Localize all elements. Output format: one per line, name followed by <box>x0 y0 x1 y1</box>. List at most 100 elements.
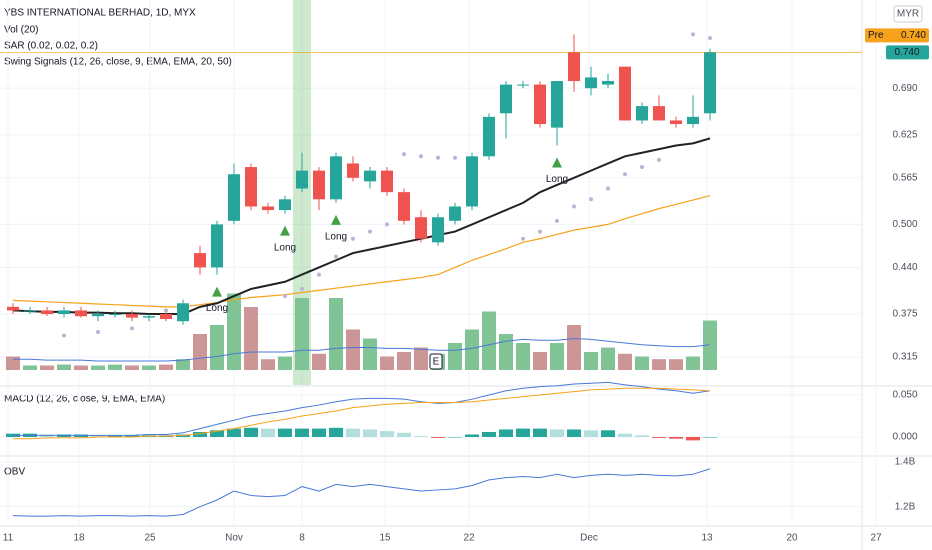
macd-histogram-bar <box>278 428 292 438</box>
y-tick-label: 0.315 <box>892 352 917 363</box>
signal-highlight <box>293 0 311 385</box>
volume-bar <box>567 325 581 370</box>
earnings-box <box>429 353 443 370</box>
sar-dot <box>691 32 695 37</box>
candle-body <box>568 52 580 82</box>
signal-label: Long <box>206 303 228 314</box>
sar-dot <box>623 172 627 177</box>
macd-histogram-bar <box>261 428 275 438</box>
volume-bar <box>74 365 88 370</box>
sar-dot <box>164 308 168 313</box>
volume-bar <box>159 364 173 370</box>
candle-body <box>551 81 563 128</box>
volume-bar <box>329 298 343 370</box>
volume-bar <box>414 347 428 370</box>
earnings-label: E <box>433 357 440 368</box>
ema-fast <box>12 137 711 316</box>
pre-badge <box>865 28 929 43</box>
candle-body <box>41 310 53 315</box>
signal-label: Long <box>274 242 296 253</box>
candle-body <box>704 52 716 114</box>
chart-title: YBS INTERNATIONAL BERHAD, 1D, MYX <box>4 8 196 19</box>
sar-dot <box>436 155 440 160</box>
candle-body <box>160 314 172 320</box>
sar-dot <box>589 197 593 202</box>
volume-bar <box>601 347 615 370</box>
macd-title: MACD (12, 26, close, 9, EMA, EMA) <box>4 394 165 405</box>
currency[interactable]: MYR <box>897 9 919 20</box>
y-tick-label: 0.625 <box>892 129 917 140</box>
candle-body <box>245 167 257 207</box>
macd-line <box>13 381 711 436</box>
candle-body <box>330 156 342 200</box>
candle-body <box>517 84 529 86</box>
indicator-label: Swing Signals (12, 26, close, 9, EMA, EM… <box>4 57 232 68</box>
x-tick-label: 11 <box>3 533 14 544</box>
pre-label: Pre <box>868 30 884 41</box>
candle-body <box>466 156 478 207</box>
candle-body <box>262 206 274 211</box>
sar-dot <box>334 254 338 259</box>
volume-bar <box>278 356 292 370</box>
macd-histogram-bar <box>329 427 343 438</box>
volume-bar <box>499 334 513 370</box>
candle-body <box>653 106 665 121</box>
signal-arrow <box>552 157 562 168</box>
macd-histogram-bar <box>125 435 139 438</box>
currency-box[interactable] <box>893 5 923 23</box>
volume-bar <box>686 356 700 370</box>
sar-dot <box>606 186 610 191</box>
macd-histogram-bar <box>295 428 309 438</box>
sar-dot <box>640 165 644 170</box>
sar-dot <box>538 229 542 234</box>
x-tick-label: 8 <box>299 533 305 544</box>
candle-body <box>177 303 189 322</box>
volume-bar <box>312 353 326 370</box>
macd-histogram-bar <box>431 437 445 438</box>
x-tick-label: 20 <box>786 533 798 544</box>
sar-dot <box>555 218 559 223</box>
candle-body <box>398 192 410 221</box>
candle-body <box>228 174 240 221</box>
y-tick-label: 0.565 <box>892 172 917 183</box>
sar-dot <box>453 155 457 160</box>
candle-body <box>534 84 546 125</box>
macd-histogram-bar <box>465 434 479 438</box>
obv-tick-label: 1.4B <box>895 457 916 468</box>
sar-dot <box>657 157 661 162</box>
macd-histogram-bar <box>601 430 615 438</box>
macd-histogram-bar <box>567 429 581 438</box>
volume-bar <box>6 356 20 370</box>
volume-bar <box>533 352 547 370</box>
candle-body <box>211 224 223 268</box>
volume-bar <box>380 356 394 370</box>
volume-bar <box>23 365 37 370</box>
candle-body <box>75 310 87 317</box>
volume-bar <box>108 364 122 370</box>
volume-bar <box>363 338 377 370</box>
macd-tick-label: 0.000 <box>892 432 917 443</box>
sar-dot <box>130 326 134 331</box>
obv-line <box>12 468 711 517</box>
sar-dot <box>385 222 389 227</box>
macd-histogram-bar <box>227 428 241 438</box>
volume-bar <box>448 343 462 370</box>
sar-dot <box>283 294 287 299</box>
macd-histogram-bar <box>193 431 207 438</box>
candle-body <box>415 217 427 239</box>
macd-histogram-bar <box>635 435 649 438</box>
candle-body <box>143 316 155 318</box>
macd-histogram-bar <box>397 432 411 438</box>
macd-histogram-bar <box>550 429 564 438</box>
volume-bar <box>261 359 275 370</box>
x-tick-label: 27 <box>870 533 882 544</box>
candle-body <box>58 310 70 315</box>
y-tick-label: 0.500 <box>892 219 917 230</box>
sar-dot <box>317 272 321 277</box>
sar-dot <box>96 329 100 334</box>
sar-dot <box>521 236 525 241</box>
candle-body <box>619 66 631 121</box>
sar-dot <box>402 152 406 157</box>
